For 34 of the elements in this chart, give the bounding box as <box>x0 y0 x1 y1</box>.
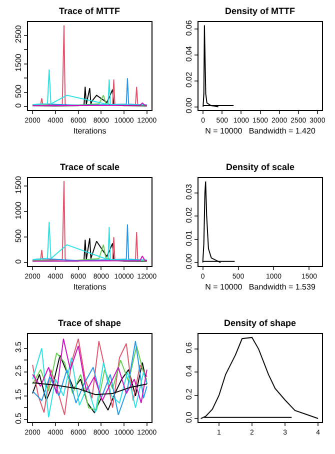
y-tick-label: 0 <box>14 258 23 264</box>
y-tick-label: 3.5 <box>14 340 23 353</box>
y-tick-label: 1500 <box>14 176 23 194</box>
y-tick-label: 2500 <box>14 24 23 43</box>
y-tick-label: 0.4 <box>184 364 194 377</box>
y-tick-label: 0.02 <box>184 71 194 88</box>
y-tick-label: 500 <box>14 84 23 98</box>
x-axis-title: Iterations <box>73 282 106 292</box>
y-tick-label: 1.5 <box>14 388 23 400</box>
y-tick-label: 0.06 <box>184 20 194 36</box>
y-tick-label: 0.00 <box>184 97 194 114</box>
y-tick-label: 0.00 <box>184 253 194 270</box>
chart-title: Density of MTTF <box>225 6 296 16</box>
y-tick-label: 0.6 <box>184 342 194 354</box>
x-axis-title: N = 10000 Bandwidth = 1.539 <box>205 282 316 292</box>
y-tick-label: 1000 <box>14 201 23 220</box>
chart-title: Trace of MTTF <box>59 6 121 16</box>
y-tick-label: 0.2 <box>184 388 194 400</box>
y-tick-label: 0.01 <box>184 230 194 246</box>
x-axis-title: Iterations <box>73 126 106 136</box>
y-tick-label: 0.04 <box>184 45 194 62</box>
y-tick-label: 0 <box>14 102 23 108</box>
chart-title: Trace of scale <box>60 162 120 172</box>
x-axis-title: N = 10000 Bandwidth = 1.420 <box>205 126 316 136</box>
y-tick-label: 0.5 <box>14 412 23 424</box>
y-tick-label: 0.03 <box>184 184 194 200</box>
y-tick-label: 0.0 <box>184 411 194 423</box>
y-tick-label: 2.5 <box>14 364 23 376</box>
y-tick-label: 1500 <box>14 53 23 72</box>
chart-title: Density of shape <box>224 318 296 328</box>
y-tick-label: 0.02 <box>184 206 194 223</box>
chart-title: Trace of shape <box>58 318 122 328</box>
y-tick-label: 500 <box>14 228 23 243</box>
chart-title: Density of scale <box>226 162 295 172</box>
